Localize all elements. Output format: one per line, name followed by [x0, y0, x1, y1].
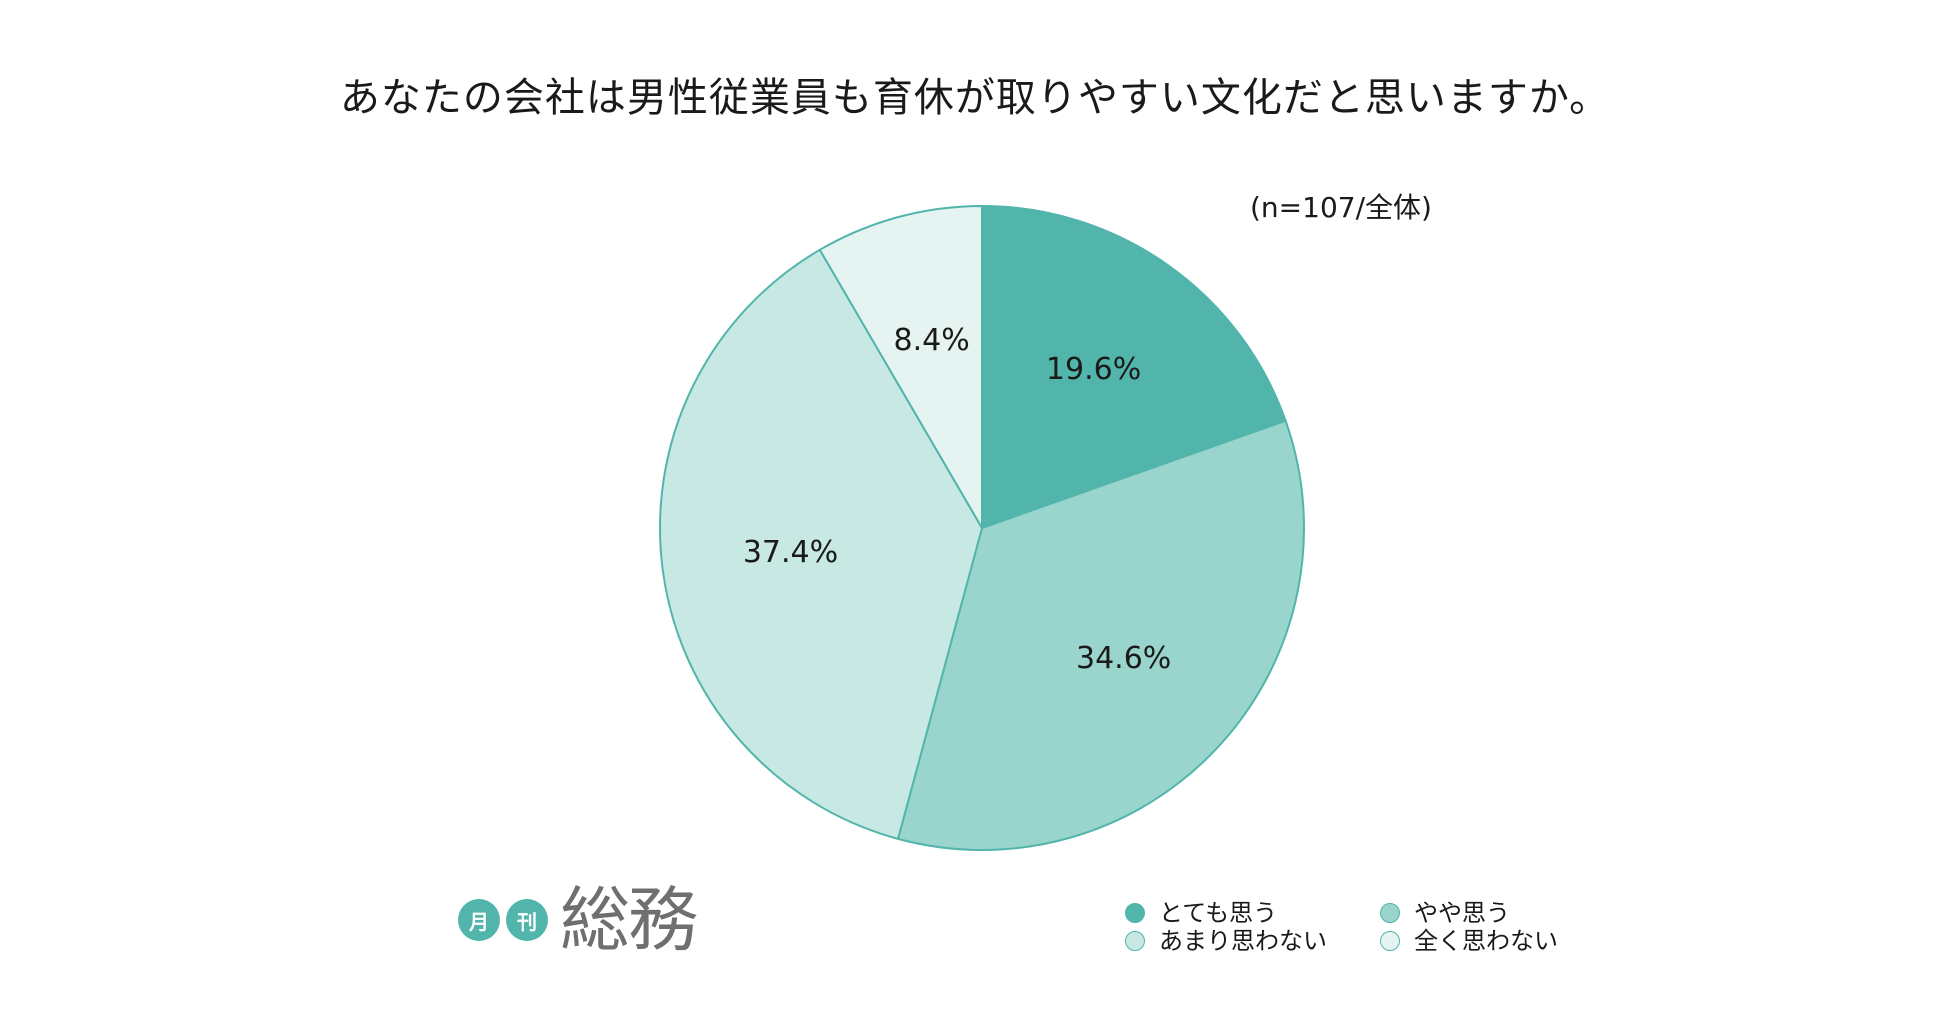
legend-item-totemo: とても思う [1125, 900, 1380, 926]
label-yaya: 34.6% [1076, 641, 1171, 676]
label-amari: 37.4% [743, 535, 838, 570]
legend-label: やや思う [1414, 899, 1510, 927]
legend-item-mattaku: 全く思わない [1380, 928, 1605, 954]
legend-swatch [1380, 903, 1400, 923]
chart-title: あなたの会社は男性従業員も育休が取りやすい文化だと思いますか。 [339, 75, 1611, 121]
slice-mattaku [818, 205, 983, 529]
legend-label: とても思う [1159, 899, 1278, 927]
legend-item-amari: あまり思わない [1125, 928, 1380, 954]
slice-amari [659, 248, 983, 840]
legend-item-yaya: やや思う [1380, 900, 1605, 926]
label-mattaku: 8.4% [893, 323, 969, 358]
legend: とても思う やや思う あまり思わない 全く思わない [1125, 900, 1605, 954]
legend-label: 全く思わない [1414, 927, 1558, 955]
slice-yaya [897, 419, 1305, 851]
label-totemo: 19.6% [1046, 352, 1141, 387]
legend-swatch [1125, 931, 1145, 951]
logo-badge-kan: 刊 [506, 899, 548, 941]
legend-swatch [1380, 931, 1400, 951]
legend-swatch [1125, 903, 1145, 923]
legend-label: あまり思わない [1159, 927, 1327, 955]
logo-badge-getsu: 月 [458, 899, 500, 941]
gekkan-somu-logo: 月 刊 総務 [458, 879, 698, 961]
logo-wordmark: 総務 [560, 879, 698, 961]
sample-size-note: (n=107/全体) [1250, 191, 1432, 224]
